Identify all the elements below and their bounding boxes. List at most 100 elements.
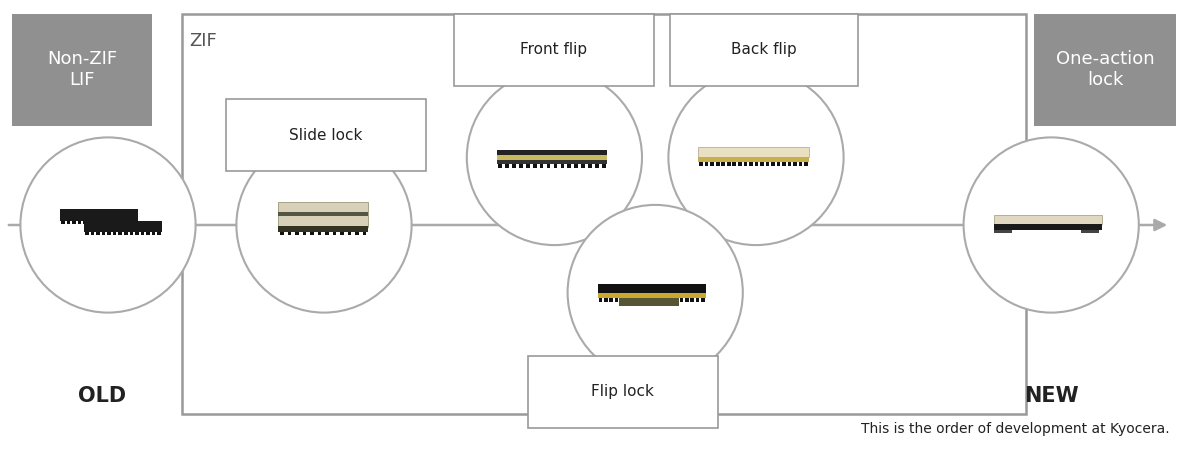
Bar [787, 162, 791, 166]
Bar [631, 298, 635, 302]
Bar [78, 220, 82, 224]
Text: ZIF: ZIF [190, 32, 217, 50]
Bar [84, 220, 162, 232]
Bar [560, 164, 564, 168]
Bar [124, 232, 127, 235]
Bar [698, 147, 809, 157]
Bar [89, 220, 92, 224]
Bar [113, 232, 116, 235]
Ellipse shape [20, 137, 196, 313]
Bar [497, 155, 607, 160]
Bar [598, 284, 706, 292]
Bar [112, 220, 115, 224]
Bar [157, 232, 161, 235]
Bar [278, 226, 368, 232]
Bar [540, 164, 544, 168]
Bar [738, 162, 742, 166]
Bar [766, 162, 769, 166]
Bar [497, 150, 607, 155]
Bar [95, 220, 98, 224]
Bar [568, 164, 571, 168]
Bar [793, 162, 797, 166]
Bar [85, 232, 89, 235]
Text: One-action
lock: One-action lock [1056, 50, 1154, 89]
Bar [90, 232, 94, 235]
Bar [146, 232, 150, 235]
Bar [642, 298, 646, 302]
Bar [318, 232, 322, 235]
Bar [716, 162, 720, 166]
Bar [994, 215, 1102, 224]
Bar [278, 212, 368, 216]
Bar [701, 298, 704, 302]
Bar [102, 232, 106, 235]
Bar [100, 220, 103, 224]
Text: Front flip: Front flip [521, 42, 587, 57]
Bar [498, 164, 502, 168]
Bar [760, 162, 763, 166]
Text: NEW: NEW [1024, 386, 1079, 406]
Bar [721, 162, 725, 166]
Bar [226, 99, 426, 171]
Bar [130, 232, 133, 235]
Bar [107, 232, 110, 235]
Bar [599, 298, 602, 302]
Bar [625, 298, 629, 302]
Text: This is the order of development at Kyocera.: This is the order of development at Kyoc… [862, 423, 1170, 436]
Bar [96, 232, 100, 235]
Bar [341, 232, 344, 235]
Bar [61, 220, 65, 224]
Bar [690, 298, 694, 302]
Bar [547, 164, 551, 168]
Bar [727, 162, 731, 166]
Bar [755, 162, 758, 166]
Bar [696, 298, 700, 302]
Bar [679, 298, 683, 302]
Bar [1081, 230, 1099, 233]
Bar [362, 232, 366, 235]
Bar [520, 164, 523, 168]
Bar [604, 298, 607, 302]
Ellipse shape [964, 137, 1139, 313]
Bar [505, 164, 509, 168]
Bar [636, 298, 640, 302]
Bar [72, 220, 76, 224]
Bar [610, 298, 613, 302]
Bar [152, 232, 156, 235]
Bar [528, 356, 718, 427]
Bar [602, 164, 606, 168]
Bar [497, 160, 607, 164]
Text: OLD: OLD [78, 386, 126, 406]
Bar [647, 298, 650, 302]
Bar [658, 298, 661, 302]
Bar [128, 220, 132, 224]
Bar [136, 232, 139, 235]
Bar [744, 162, 748, 166]
Bar [749, 162, 752, 166]
Bar [614, 298, 618, 302]
Bar [454, 14, 654, 86]
Bar [122, 220, 126, 224]
Bar [619, 298, 679, 306]
Bar [653, 298, 656, 302]
Bar [182, 14, 1026, 414]
Bar [598, 292, 706, 298]
Text: Back flip: Back flip [731, 42, 797, 57]
Bar [1034, 14, 1176, 126]
Bar [710, 162, 714, 166]
Bar [302, 232, 306, 235]
Bar [60, 209, 138, 220]
Bar [332, 232, 336, 235]
Bar [66, 220, 70, 224]
Bar [732, 162, 736, 166]
Ellipse shape [668, 70, 844, 245]
Bar [133, 220, 137, 224]
Ellipse shape [568, 205, 743, 380]
Bar [620, 298, 624, 302]
Bar [348, 232, 352, 235]
Bar [12, 14, 152, 126]
Bar [116, 220, 120, 224]
Bar [325, 232, 329, 235]
Bar [698, 157, 809, 162]
Bar [670, 14, 858, 86]
